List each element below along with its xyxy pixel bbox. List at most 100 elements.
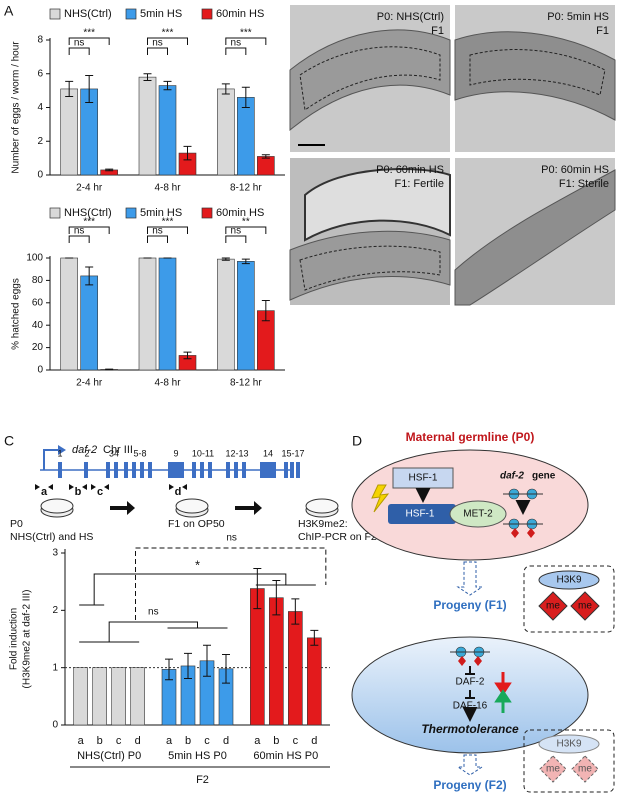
model-title: Maternal germline (P0) (406, 430, 535, 444)
bar (130, 667, 145, 726)
y-tick-label: 0 (52, 720, 58, 731)
progeny-arrow (456, 561, 484, 596)
bracket (225, 47, 247, 55)
bar (60, 88, 78, 176)
bracket (68, 37, 110, 45)
exon (58, 462, 62, 478)
y-tick-label: 3 (52, 548, 58, 559)
error-bar (310, 629, 319, 646)
x-tick-label: a (78, 735, 85, 747)
histone (538, 570, 600, 590)
primer (91, 484, 109, 490)
exon (114, 462, 118, 478)
methyl-mark (511, 528, 519, 538)
flow-head (254, 501, 262, 515)
bar (73, 667, 88, 726)
primer (169, 484, 187, 490)
group-label: 60min HS P0 (253, 750, 318, 762)
y-tick-label: 80 (32, 275, 44, 286)
primer-label: b (75, 486, 82, 498)
bracket (225, 226, 267, 234)
exon (140, 462, 144, 478)
y-tick-label: 40 (32, 320, 44, 331)
hsf1-bound (388, 504, 456, 524)
exon-number: 15-17 (281, 448, 304, 458)
legend-swatch (49, 8, 61, 20)
legend-label: 60min HS (216, 8, 264, 20)
inhibit (465, 666, 475, 675)
significance-label: *** (83, 217, 95, 228)
bar (217, 258, 235, 371)
germline-outline (299, 46, 441, 111)
bar (237, 97, 255, 176)
petri-lid (305, 498, 339, 514)
egg-edge (304, 168, 451, 242)
progeny-label: Progeny (F2) (433, 778, 506, 792)
significance-label: *** (83, 28, 95, 39)
error-bar (163, 80, 172, 91)
protein-label: MET-2 (463, 509, 493, 520)
x-tick-label: 4-8 hr (154, 183, 181, 194)
x-tick-label: d (135, 735, 141, 747)
bar (92, 667, 107, 726)
exon (168, 462, 184, 478)
progeny-label: Progeny (F1) (433, 598, 506, 612)
legend-swatch (201, 207, 213, 219)
exon-number: 14 (263, 448, 273, 458)
error-bar (221, 83, 230, 95)
legend-label: 5min HS (140, 207, 182, 219)
significance-label: ** (242, 217, 250, 228)
micrograph-label: P0: NHS(Ctrl) (377, 11, 444, 23)
bracket (225, 37, 267, 45)
error-bar (261, 300, 270, 322)
exon-number: 10-11 (192, 448, 214, 458)
gene-name: daf-2 (72, 444, 97, 456)
error-bar (291, 598, 300, 625)
bracket (135, 547, 327, 620)
y-axis-label: Number of eggs / worm / hour (11, 41, 22, 174)
group-label: NHS(Ctrl) P0 (77, 750, 141, 762)
exon-number: 12-13 (225, 448, 248, 458)
exon-number: 2 (84, 448, 89, 458)
methyl-diamond (538, 591, 568, 621)
protein-label: HSF-1 (406, 509, 435, 520)
bracket (68, 47, 90, 55)
methyl-label: me (546, 764, 560, 775)
micrograph-label: F1 (596, 25, 609, 37)
significance-label: * (195, 557, 200, 572)
methyl-mark (474, 656, 482, 666)
error-bar (184, 652, 192, 680)
methyl-label: me (578, 601, 592, 612)
bar (158, 257, 177, 371)
legend-swatch (201, 8, 213, 20)
methyl-diamond (539, 755, 567, 783)
significance-label: ns (226, 533, 237, 544)
primer (35, 484, 53, 490)
step-label: P0 (10, 518, 23, 530)
methyl-diamond (571, 755, 599, 783)
histone (538, 734, 600, 754)
significance-label: ns (74, 226, 85, 237)
x-tick-label: b (97, 735, 103, 747)
gene-label: daf-2 (500, 471, 524, 482)
x-tick-label: b (185, 735, 191, 747)
protein-label: DAF-2 (456, 677, 485, 688)
met2 (449, 500, 507, 528)
significance-label: *** (162, 217, 174, 228)
bar (158, 85, 177, 176)
protein-label: HSF-1 (409, 473, 438, 484)
bar (237, 261, 255, 371)
x-tick-label: a (254, 735, 261, 747)
y-axis-label: % hatched eggs (11, 278, 22, 350)
exon (124, 462, 128, 478)
y-tick-label: 1 (52, 662, 58, 673)
error-bar (221, 257, 230, 261)
bar (307, 637, 322, 726)
exon (234, 462, 238, 478)
y-tick-label: 2 (37, 136, 43, 147)
y-tick-label: 0 (37, 170, 43, 181)
group-label: 5min HS P0 (168, 750, 227, 762)
micrograph-label: F1: Sterile (559, 178, 609, 190)
methyl-mark (458, 656, 466, 666)
